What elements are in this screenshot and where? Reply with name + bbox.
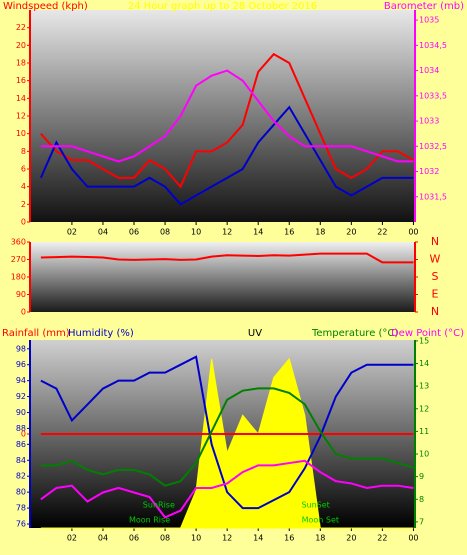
y-tick-label: 180 <box>11 273 26 282</box>
y-tick-label: 90 <box>16 408 26 417</box>
x-tick-label: 02 <box>67 228 77 237</box>
x-tick-label: 00 <box>408 228 418 237</box>
y-tick-label: 11 <box>419 427 429 436</box>
y-tick-label: 1034,5 <box>419 41 447 50</box>
y-tick-label: 14 <box>16 94 26 103</box>
axis-label: Humidity (%) <box>68 328 134 339</box>
y-tick-label: 20 <box>16 41 26 50</box>
axis-label: Windspeed (kph) <box>3 1 88 12</box>
y-tick-label: 1034 <box>419 66 439 75</box>
axis-label: Dew Point (°C) <box>391 328 464 339</box>
x-tick-label: 06 <box>129 534 139 543</box>
x-tick-label: 18 <box>315 228 325 237</box>
y-tick-label: S <box>432 270 439 283</box>
y-tick-label: N <box>431 235 439 248</box>
y-tick-label: 90 <box>16 290 26 299</box>
y-tick-label: 84 <box>16 456 26 465</box>
y-tick-label: 86 <box>16 440 26 449</box>
annotation: Moon Rise <box>129 516 170 525</box>
y-tick-label: 88 <box>16 424 26 433</box>
annotation: SunSet <box>301 501 329 510</box>
x-tick-label: 10 <box>191 534 201 543</box>
x-tick-label: 16 <box>284 534 294 543</box>
y-tick-label: 22 <box>16 23 26 32</box>
y-tick-label: 8 <box>419 495 424 504</box>
annotation: Moon Set <box>302 516 339 525</box>
y-tick-label: 6 <box>21 165 26 174</box>
x-tick-label: 02 <box>67 534 77 543</box>
axis-label: UV <box>248 328 262 339</box>
y-tick-label: 270 <box>11 255 26 264</box>
x-tick-label: 14 <box>253 534 263 543</box>
x-tick-label: 04 <box>98 228 108 237</box>
series-line <box>40 69 414 163</box>
x-tick-label: 14 <box>253 228 263 237</box>
x-tick-label: 20 <box>346 534 356 543</box>
y-tick-label: 0 <box>21 218 26 227</box>
x-tick-label: 16 <box>284 228 294 237</box>
plot-area <box>30 10 415 222</box>
y-tick-label: 8 <box>21 147 26 156</box>
y-tick-label: 360 <box>11 238 26 247</box>
y-tick-label: W <box>430 253 441 266</box>
y-tick-label: 4 <box>21 182 26 191</box>
plot-area <box>30 242 415 312</box>
x-tick-label: 18 <box>315 534 325 543</box>
series-line <box>40 52 414 189</box>
y-tick-label: 7 <box>419 517 424 526</box>
y-tick-label: 0 <box>21 430 26 439</box>
y-tick-label: E <box>432 288 439 301</box>
series-line <box>40 387 414 487</box>
y-tick-label: 92 <box>16 392 26 401</box>
axis-label: Barometer (mb) <box>384 1 464 12</box>
axis-label: Temperature (°C) <box>311 328 398 339</box>
x-tick-label: 20 <box>346 228 356 237</box>
annotation: SunRise <box>143 501 175 510</box>
y-tick-label: 1032 <box>419 167 439 176</box>
y-tick-label: 0 <box>21 308 26 317</box>
y-tick-label: 1031,5 <box>419 192 447 201</box>
x-tick-label: 10 <box>191 228 201 237</box>
y-tick-label: 94 <box>16 376 26 385</box>
y-tick-label: 15 <box>419 336 429 345</box>
x-tick-label: 12 <box>222 228 232 237</box>
series-line <box>40 459 414 519</box>
series-line <box>39 105 414 206</box>
y-tick-label: 9 <box>419 472 424 481</box>
x-tick-label: 08 <box>160 228 170 237</box>
y-tick-label: 1033 <box>419 117 439 126</box>
y-tick-label: 96 <box>16 360 26 369</box>
y-tick-label: 12 <box>16 112 26 121</box>
series-line <box>40 355 414 510</box>
y-tick-label: 18 <box>16 59 26 68</box>
y-tick-label: 76 <box>16 520 26 529</box>
y-tick-label: 1032,5 <box>419 142 447 151</box>
x-tick-label: 06 <box>129 228 139 237</box>
series-line <box>40 252 414 264</box>
y-tick-label: 10 <box>16 129 26 138</box>
y-tick-label: 12 <box>419 404 429 413</box>
x-tick-label: 22 <box>377 228 387 237</box>
y-tick-label: 1033,5 <box>419 91 447 100</box>
chart-title: 24 Hour graph up to 28 October 2016 <box>128 1 317 12</box>
y-tick-label: 13 <box>419 382 429 391</box>
x-tick-label: 00 <box>408 534 418 543</box>
y-tick-label: 98 <box>16 344 26 353</box>
y-tick-label: 80 <box>16 488 26 497</box>
x-tick-label: 12 <box>222 534 232 543</box>
y-tick-label: 14 <box>419 359 429 368</box>
y-tick-label: 78 <box>16 504 26 513</box>
y-tick-label: 10 <box>419 450 429 459</box>
y-tick-label: 2 <box>21 200 26 209</box>
y-tick-label: 16 <box>16 76 26 85</box>
axis-label: Rainfall (mm) <box>2 328 70 339</box>
y-tick-label: 82 <box>16 472 26 481</box>
x-tick-label: 08 <box>160 534 170 543</box>
y-tick-label: 1035 <box>419 16 439 25</box>
y-tick-label: N <box>431 305 439 318</box>
x-tick-label: 04 <box>98 534 108 543</box>
x-tick-label: 22 <box>377 534 387 543</box>
